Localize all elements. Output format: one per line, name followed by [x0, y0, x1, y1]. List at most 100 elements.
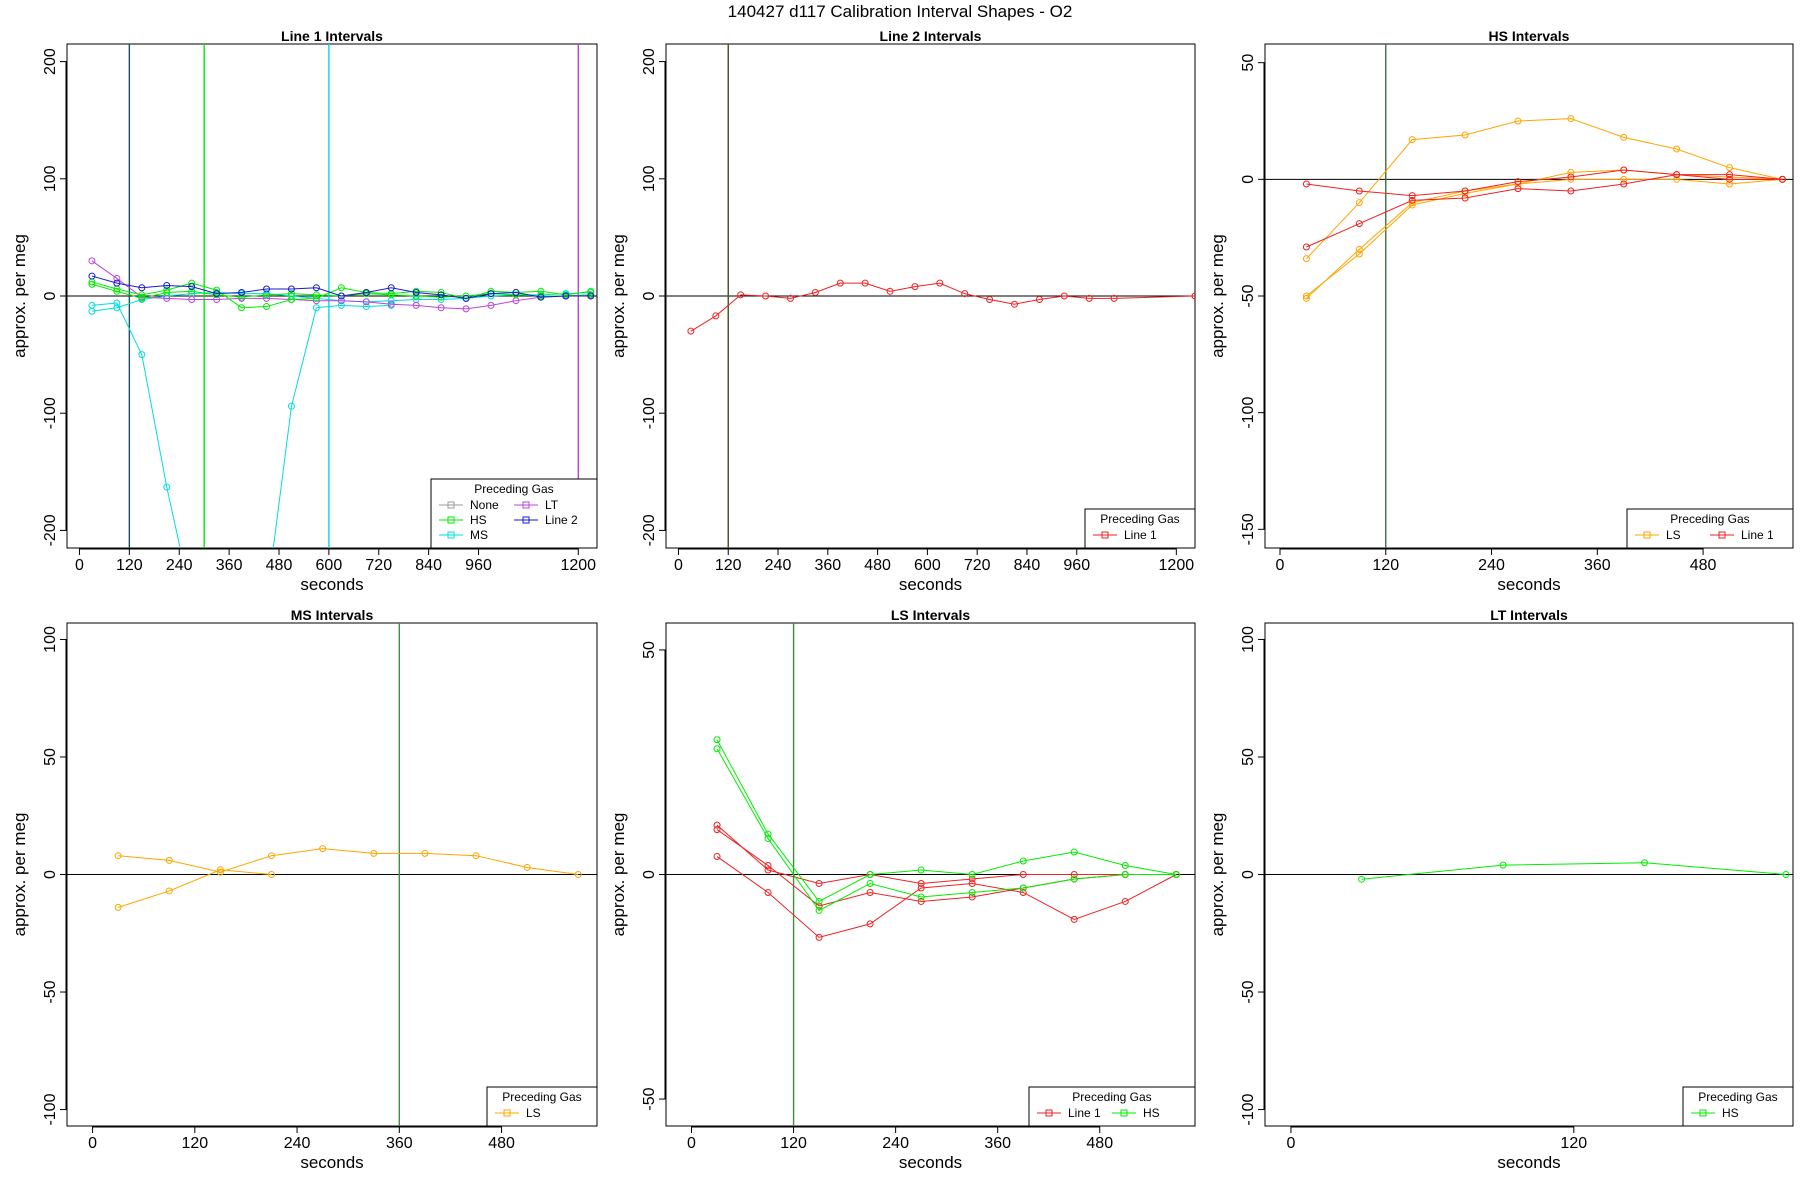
- x-tick-label: 720: [964, 557, 991, 574]
- x-tick-label: 0: [674, 557, 683, 574]
- x-tick-label: 240: [166, 557, 193, 574]
- y-axis-label: approx. per meg: [609, 813, 628, 937]
- data-point: [1514, 180, 1522, 188]
- data-point: [216, 866, 224, 874]
- data-point: [1070, 848, 1078, 856]
- legend: Preceding Gas LS Line 1: [1626, 508, 1794, 549]
- data-point: [88, 272, 96, 280]
- data-point: [287, 285, 295, 293]
- legend-swatch-marker: [1718, 531, 1726, 539]
- data-point: [986, 296, 994, 304]
- y-axis-label: approx. per meg: [1208, 234, 1227, 358]
- x-tick-label: 360: [386, 1135, 413, 1152]
- y-tick-label: 100: [42, 626, 59, 653]
- data-point: [687, 327, 695, 335]
- data-point: [786, 294, 794, 302]
- data-point: [312, 294, 320, 302]
- data-point: [487, 301, 495, 309]
- x-tick-label: 0: [75, 557, 84, 574]
- x-tick-label: 1200: [1159, 557, 1195, 574]
- data-point: [764, 866, 772, 874]
- data-point: [1019, 871, 1027, 878]
- legend-entry-label: Line 1: [1741, 528, 1774, 542]
- data-point: [437, 291, 445, 299]
- data-point: [764, 862, 772, 870]
- x-tick-label: 120: [1372, 557, 1399, 574]
- data-point: [462, 305, 470, 313]
- legend-swatch-marker: [522, 516, 530, 524]
- data-point: [163, 286, 171, 294]
- data-point: [362, 303, 370, 311]
- data-point: [574, 871, 582, 878]
- data-point: [287, 290, 295, 298]
- data-point: [188, 296, 196, 304]
- x-tick-label: 600: [914, 557, 941, 574]
- series-line: [716, 748, 1177, 912]
- data-point: [1408, 136, 1416, 144]
- data-point: [1567, 173, 1575, 181]
- y-tick-label: -200: [42, 514, 59, 546]
- data-point: [1620, 166, 1628, 174]
- x-tick-label: 480: [266, 557, 293, 574]
- data-point: [188, 287, 196, 295]
- legend-box: [486, 1086, 598, 1127]
- data-point: [1172, 871, 1180, 878]
- data-point: [1110, 294, 1118, 302]
- x-tick-label: 360: [814, 557, 841, 574]
- x-tick-label: 960: [465, 557, 492, 574]
- data-point: [562, 292, 570, 300]
- legend-entry-label: Line 1: [1124, 528, 1157, 542]
- legend-entry-label: HS: [1722, 1106, 1739, 1120]
- data-point: [917, 884, 925, 892]
- plot-area: [1265, 44, 1793, 548]
- data-point: [1567, 187, 1575, 195]
- data-point: [1358, 875, 1366, 883]
- x-tick-label: 600: [316, 557, 343, 574]
- series-line: [716, 856, 1177, 938]
- figure-title: 140427 d117 Calibration Interval Shapes …: [727, 2, 1073, 21]
- legend-box: [1626, 508, 1794, 549]
- panel-title: Line 2 Intervals: [880, 28, 982, 44]
- y-tick-label: 50: [42, 748, 59, 766]
- x-axis-label: seconds: [300, 575, 363, 594]
- y-tick-label: -100: [641, 397, 658, 429]
- data-point: [216, 868, 224, 876]
- data-point: [337, 297, 345, 305]
- x-tick-label: 0: [1276, 557, 1285, 574]
- data-point: [437, 296, 445, 304]
- data-point: [138, 351, 146, 359]
- data-point: [263, 285, 271, 293]
- data-point: [1121, 871, 1129, 878]
- x-tick-label: 120: [715, 557, 742, 574]
- legend-box: [1084, 508, 1196, 549]
- data-point: [1408, 196, 1416, 204]
- panel-title: HS Intervals: [1489, 28, 1570, 44]
- y-tick-label: 0: [641, 870, 658, 879]
- series-line: [690, 282, 1195, 332]
- data-point: [1408, 192, 1416, 200]
- x-axis-label: seconds: [300, 1153, 363, 1172]
- data-point: [1191, 292, 1195, 300]
- data-point: [362, 298, 370, 306]
- data-point: [762, 292, 770, 300]
- y-tick-label: 100: [641, 165, 658, 192]
- y-tick-label: 0: [42, 870, 59, 879]
- x-tick-label: 360: [1584, 557, 1611, 574]
- plot-area: [67, 623, 597, 1126]
- legend-title: Preceding Gas: [1670, 512, 1749, 526]
- legend-box: [430, 478, 598, 549]
- data-point: [163, 483, 171, 491]
- data-point: [713, 821, 721, 829]
- y-tick-label: 50: [641, 641, 658, 659]
- plot-area: [67, 44, 597, 548]
- data-point: [861, 279, 869, 287]
- y-tick-label: 50: [1240, 54, 1257, 72]
- legend-swatch-marker: [1120, 1109, 1128, 1117]
- x-tick-label: 960: [1063, 557, 1090, 574]
- data-point: [238, 293, 246, 301]
- legend-box: [1028, 1086, 1196, 1127]
- x-tick-label: 120: [116, 557, 143, 574]
- data-point: [1514, 178, 1522, 186]
- y-tick-label: 0: [641, 291, 658, 300]
